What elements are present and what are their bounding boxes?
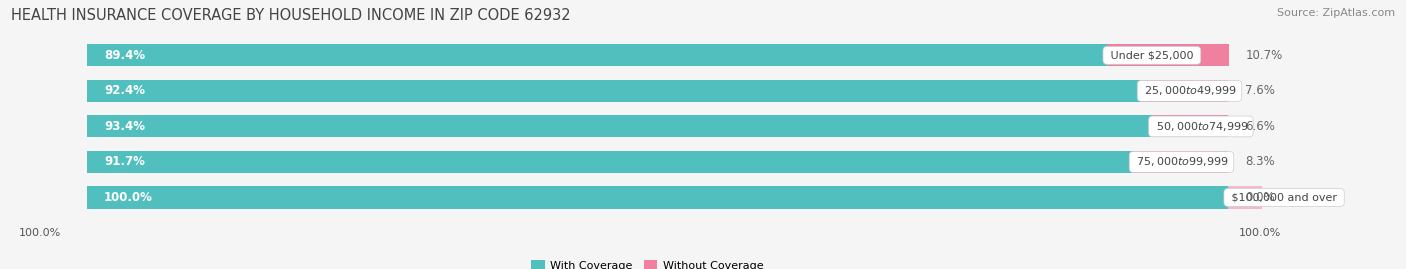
Text: 100.0%: 100.0% [1239,228,1281,238]
Text: 8.3%: 8.3% [1244,155,1275,168]
Text: 10.7%: 10.7% [1246,49,1284,62]
Bar [87,115,1153,137]
Bar [1227,186,1263,208]
Text: $25,000 to $49,999: $25,000 to $49,999 [1142,84,1237,97]
Bar [87,186,1227,208]
Legend: With Coverage, Without Coverage: With Coverage, Without Coverage [527,256,768,269]
Text: 93.4%: 93.4% [104,120,145,133]
Bar [87,80,1227,102]
Text: 92.4%: 92.4% [104,84,145,97]
Text: 7.6%: 7.6% [1244,84,1275,97]
Bar [87,186,1227,208]
Bar [1153,115,1227,137]
Text: 91.7%: 91.7% [104,155,145,168]
Text: 100.0%: 100.0% [18,228,60,238]
Text: $100,000 and over: $100,000 and over [1227,193,1340,203]
Text: 100.0%: 100.0% [104,191,153,204]
Bar [87,44,1107,66]
Text: 0.0%: 0.0% [1244,191,1275,204]
Bar [1133,151,1227,173]
Text: $75,000 to $99,999: $75,000 to $99,999 [1133,155,1230,168]
Bar [87,44,1227,66]
Bar [1107,44,1229,66]
Bar [87,151,1133,173]
Text: HEALTH INSURANCE COVERAGE BY HOUSEHOLD INCOME IN ZIP CODE 62932: HEALTH INSURANCE COVERAGE BY HOUSEHOLD I… [11,8,571,23]
Bar [87,115,1227,137]
Bar [87,80,1142,102]
Text: Source: ZipAtlas.com: Source: ZipAtlas.com [1277,8,1395,18]
Bar [87,151,1227,173]
Text: 89.4%: 89.4% [104,49,145,62]
Text: $50,000 to $74,999: $50,000 to $74,999 [1153,120,1250,133]
Bar [1142,80,1227,102]
Text: Under $25,000: Under $25,000 [1107,50,1197,60]
Text: 6.6%: 6.6% [1244,120,1275,133]
